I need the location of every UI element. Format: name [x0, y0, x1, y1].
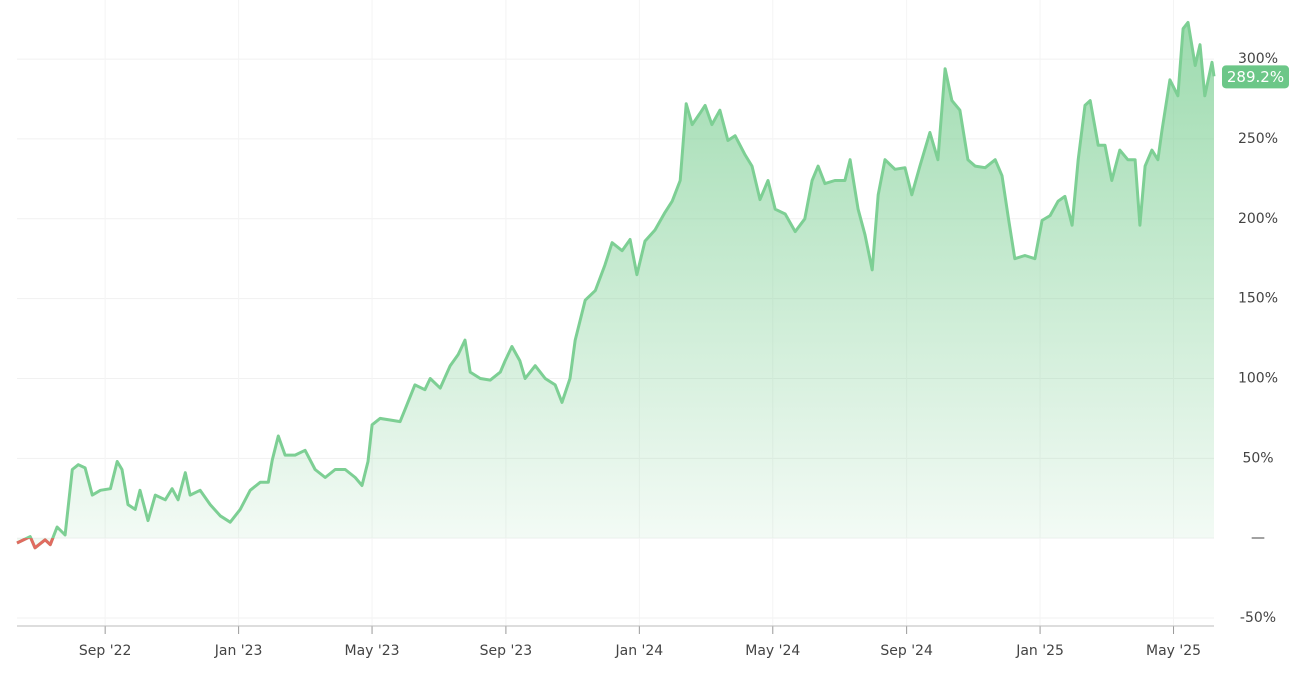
last-value-label: 289.2%: [1227, 68, 1284, 86]
y-tick-label: 100%: [1238, 370, 1278, 386]
y-tick-label: -50%: [1240, 610, 1276, 626]
x-tick-label: Jan '24: [614, 643, 663, 659]
y-tick-label: 200%: [1238, 211, 1278, 227]
y-tick-label: —: [1251, 530, 1265, 546]
x-tick-label: Jan '23: [214, 643, 263, 659]
y-tick-label: 300%: [1238, 51, 1278, 67]
y-tick-label: 250%: [1238, 131, 1278, 147]
x-tick-label: May '25: [1146, 643, 1201, 659]
line: [16, 20, 1216, 550]
x-tick-label: Sep '23: [480, 643, 533, 659]
x-tick-label: Sep '22: [79, 643, 132, 659]
x-tick-label: May '23: [345, 643, 400, 659]
x-tick-label: May '24: [745, 643, 800, 659]
x-tick-label: Sep '24: [880, 643, 933, 659]
x-tick-label: Jan '25: [1015, 643, 1064, 659]
area: [17, 22, 1214, 548]
y-tick-label: 50%: [1242, 450, 1273, 466]
y-tick-label: 150%: [1238, 291, 1278, 307]
last-value-badge: [1222, 65, 1289, 89]
